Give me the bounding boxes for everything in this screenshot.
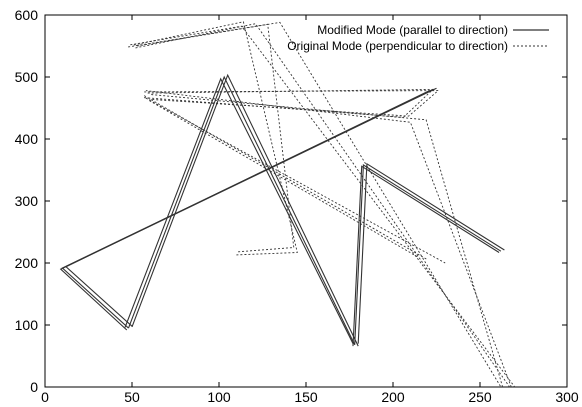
- modified-mode-line: [352, 165, 500, 347]
- modified-mode-line: [64, 87, 437, 327]
- y-tick-label: 100: [15, 317, 39, 333]
- x-tick-label: 250: [468, 389, 492, 405]
- y-tick-label: 200: [15, 255, 39, 271]
- y-tick-label: 400: [15, 131, 39, 147]
- modified-mode-line: [357, 162, 505, 344]
- modified-mode-line: [124, 77, 354, 344]
- axis-ticks: 0 50 100 150 200 250 300 0 100 200 300 400 500 600: [15, 7, 579, 405]
- plot-frame: [44, 14, 568, 388]
- series-layer: [59, 21, 516, 388]
- y-tick-label: 300: [15, 193, 39, 209]
- modified-mode-line: [127, 75, 356, 346]
- original-mode-line: [142, 88, 435, 118]
- original-mode-line: [135, 23, 510, 388]
- modified-mode-line: [59, 90, 430, 331]
- original-mode-line: [145, 90, 512, 388]
- series-modified-mode: [59, 73, 505, 347]
- series-original-mode: [126, 21, 516, 388]
- original-mode-line: [144, 90, 440, 117]
- x-tick-label: 100: [207, 389, 231, 405]
- x-tick-label: 300: [555, 389, 579, 405]
- x-tick-label: 0: [41, 389, 49, 405]
- original-mode-line: [145, 97, 446, 264]
- original-mode-line: [130, 25, 516, 388]
- x-tick-label: 200: [381, 389, 405, 405]
- modified-mode-line: [354, 164, 502, 345]
- x-tick-label: 50: [124, 389, 140, 405]
- original-mode-line: [126, 23, 295, 253]
- original-mode-line: [149, 93, 504, 388]
- y-tick-label: 500: [15, 69, 39, 85]
- original-mode-line: [131, 21, 298, 256]
- modified-mode-line: [131, 73, 359, 347]
- y-tick-label: 0: [30, 379, 38, 395]
- legend: Modified Mode (parallel to direction) Or…: [287, 23, 549, 53]
- y-tick-label: 600: [15, 7, 39, 23]
- original-mode-line: [149, 100, 418, 258]
- x-tick-label: 150: [294, 389, 318, 405]
- original-mode-line: [137, 21, 502, 388]
- legend-label-original: Original Mode (perpendicular to directio…: [287, 39, 508, 53]
- original-mode-line: [143, 95, 429, 261]
- legend-label-modified: Modified Mode (parallel to direction): [317, 23, 508, 37]
